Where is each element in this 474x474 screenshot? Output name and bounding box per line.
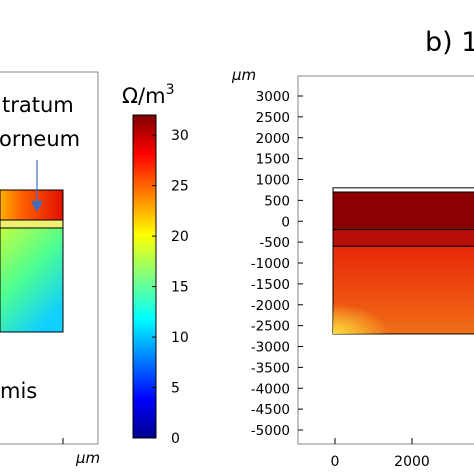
colorbar-tick-label: 30 — [171, 128, 189, 144]
panel-b-ytick-label: -5000 — [251, 423, 290, 439]
panel-b-ytick-label: -2500 — [251, 319, 290, 335]
panel-b-ytick-label: 0 — [281, 214, 290, 230]
annotation-dermis: mis — [0, 379, 37, 403]
colorbar-tick-label: 15 — [171, 280, 189, 296]
colorbar-tick-label: 20 — [171, 229, 189, 245]
panel-b-ytick-label: 1500 — [256, 152, 290, 168]
panel-b-ytick-label: -4000 — [251, 381, 290, 397]
panel-b-xticks: 0 2000 — [331, 438, 430, 470]
panel-b-layer — [332, 229, 474, 247]
panel-b-ytick-label: -3500 — [251, 360, 290, 376]
panel-a-thin-layer — [0, 219, 64, 229]
panel-b: b) 1 µm 3000 2500 2000 1500 1000 500 0 -500 -100… — [231, 27, 474, 470]
colorbar-tick-label: 10 — [171, 330, 189, 346]
panel-b-ytick-label: -1500 — [251, 277, 290, 293]
panel-b-ytick-label: -500 — [259, 235, 290, 251]
panel-b-xtick-label: 2000 — [394, 454, 430, 470]
panel-b-ytick-label: -3000 — [251, 340, 290, 356]
colorbar-tick-label: 25 — [171, 179, 189, 195]
panel-b-ytick-label: 500 — [264, 193, 290, 209]
colorbar-bar — [132, 114, 157, 439]
panel-a-x-unit: µm — [75, 449, 100, 467]
colorbar: Ω/m3 0 5 10 15 20 25 30 — [122, 82, 189, 447]
annotation-stratum: tratum — [2, 93, 74, 117]
panel-b-layer — [332, 191, 474, 231]
colorbar-title: Ω/m3 — [122, 82, 175, 108]
panel-b-ytick-label: -2000 — [251, 298, 290, 314]
panel-b-ytick-label: -1000 — [251, 256, 290, 272]
panel-b-ytick-label: 3000 — [256, 89, 290, 105]
panel-a-dermis-layer — [0, 227, 64, 333]
panel-b-y-unit: µm — [231, 66, 256, 84]
panel-b-layers — [332, 187, 474, 335]
panel-b-frame — [297, 75, 474, 445]
panel-b-yticks: 3000 2500 2000 1500 1000 500 0 -500 -1000 -1500 -2… — [251, 89, 303, 439]
annotation-corneum: orneum — [0, 127, 80, 151]
panel-b-ytick-label: 2500 — [256, 110, 290, 126]
panel-b-outline — [332, 187, 474, 193]
panel-b-ytick-label: 1000 — [256, 173, 290, 189]
panel-a-stratum-layer — [0, 189, 64, 221]
panel-b-xtick-label: 0 — [331, 454, 340, 470]
colorbar-tick-label: 5 — [171, 381, 180, 397]
panel-b-ytick-label: 2000 — [256, 131, 290, 147]
panel-a-frame — [0, 71, 99, 445]
colorbar-tick-label: 0 — [171, 431, 180, 447]
panel-b-label: b) 1 — [425, 27, 474, 58]
annotation-arrow-head — [31, 201, 43, 212]
panel-b-corner-highlight — [333, 246, 474, 334]
panel-b-ytick-label: -4500 — [251, 402, 290, 418]
colorbar-ticks: 0 5 10 15 20 25 30 — [152, 128, 189, 447]
panel-a: tratum orneum mis µm — [0, 71, 100, 467]
